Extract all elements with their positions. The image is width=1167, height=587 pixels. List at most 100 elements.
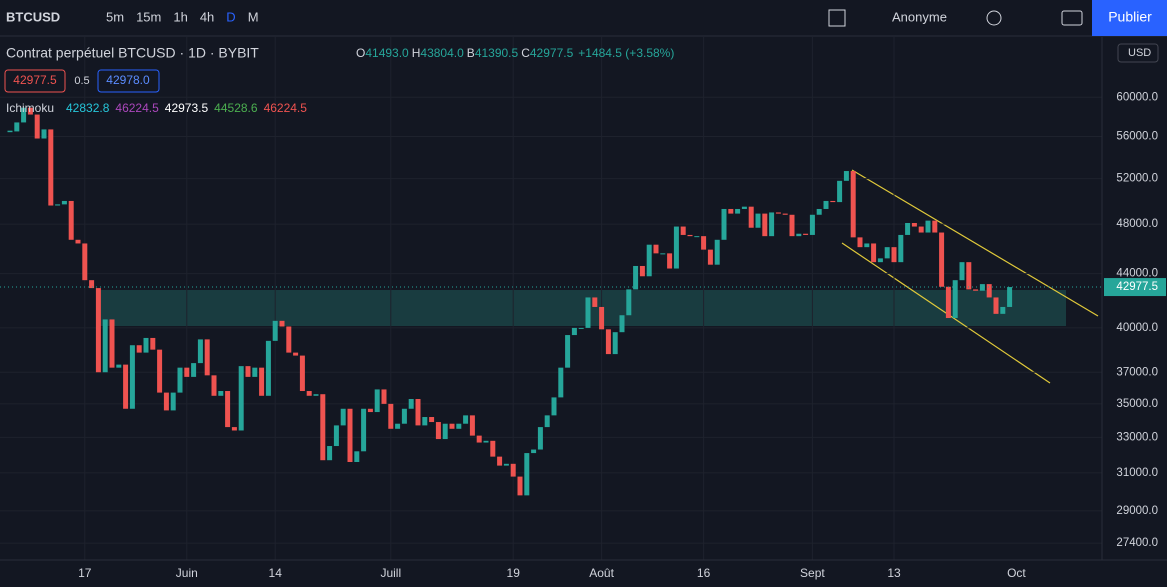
camera-icon[interactable] xyxy=(1061,10,1083,26)
candle xyxy=(299,355,305,392)
candle xyxy=(340,408,346,426)
buy-price[interactable]: 42978.0 xyxy=(106,73,150,87)
candle xyxy=(1000,306,1006,314)
candle xyxy=(252,367,258,377)
ohlc-key: B xyxy=(467,46,475,60)
symbol[interactable]: BTCUSD xyxy=(6,9,60,24)
candle xyxy=(898,234,904,263)
candle xyxy=(755,213,761,228)
candle xyxy=(639,265,645,277)
candle xyxy=(728,208,734,214)
candle xyxy=(259,367,265,396)
candle xyxy=(796,233,802,237)
candle xyxy=(476,435,482,443)
candle xyxy=(517,476,523,496)
candle xyxy=(945,286,951,319)
interval[interactable]: 4h xyxy=(200,9,214,24)
candle xyxy=(626,289,632,316)
candle xyxy=(837,180,843,203)
sell-price[interactable]: 42977.5 xyxy=(13,73,57,87)
candle xyxy=(435,422,441,440)
candle xyxy=(843,171,849,181)
candle xyxy=(89,280,95,289)
legend-title: Contrat perpétuel BTCUSD · 1D · BYBIT xyxy=(6,45,259,61)
candle xyxy=(116,364,122,368)
user[interactable]: Anonyme xyxy=(892,9,947,24)
candle xyxy=(245,366,251,377)
candle xyxy=(333,425,339,447)
currency[interactable]: USD xyxy=(1128,47,1151,59)
candle xyxy=(680,226,686,235)
candle xyxy=(401,408,407,424)
currency-box[interactable] xyxy=(1117,43,1159,63)
interval[interactable]: 1h xyxy=(173,9,187,24)
x-tick-label: Sept xyxy=(800,566,825,580)
candle xyxy=(34,114,40,139)
sell-box[interactable] xyxy=(4,69,66,93)
candle xyxy=(653,244,659,254)
candle xyxy=(150,337,156,350)
candle xyxy=(823,200,829,209)
candle xyxy=(918,226,924,233)
candle xyxy=(184,367,190,377)
buy-box[interactable] xyxy=(97,69,160,93)
candle xyxy=(877,258,883,263)
candle xyxy=(993,297,999,314)
candle xyxy=(415,399,421,426)
candle xyxy=(14,122,20,132)
y-tick-label: 29000.0 xyxy=(1116,505,1158,517)
interval[interactable]: M xyxy=(248,9,259,24)
candle xyxy=(27,107,33,115)
candle xyxy=(911,222,917,227)
x-tick-label: Août xyxy=(589,566,614,580)
candle xyxy=(571,327,577,336)
candle xyxy=(762,213,768,237)
ohlc-value: 43804.0 xyxy=(420,46,464,60)
candle xyxy=(565,335,571,368)
candle xyxy=(660,253,666,255)
candle xyxy=(429,417,435,423)
x-tick-label: Juin xyxy=(176,566,198,580)
publish-button[interactable] xyxy=(1092,0,1167,36)
candle xyxy=(129,345,135,409)
candle xyxy=(306,391,312,396)
fullscreen-icon[interactable] xyxy=(828,9,846,27)
candle xyxy=(939,232,945,287)
candle xyxy=(286,326,292,353)
publish-label[interactable]: Publier xyxy=(1108,9,1152,25)
candle xyxy=(905,222,911,235)
candle xyxy=(367,408,373,413)
settings-icon[interactable] xyxy=(986,10,1002,26)
candle xyxy=(102,319,108,373)
candle xyxy=(238,366,244,431)
y-tick-label: 33000.0 xyxy=(1116,431,1158,443)
candle xyxy=(272,320,278,341)
interval[interactable]: D xyxy=(226,9,235,24)
candle xyxy=(68,200,74,240)
candle xyxy=(531,449,537,454)
candle xyxy=(374,389,380,413)
last-price-box xyxy=(1104,278,1166,297)
x-tick-label: 19 xyxy=(507,566,521,580)
x-tick-label: 13 xyxy=(887,566,901,580)
interval[interactable]: 15m xyxy=(136,9,161,24)
candle xyxy=(293,352,299,356)
indicator-value: 42973.5 xyxy=(165,101,209,115)
trend-line xyxy=(851,169,1099,317)
candle xyxy=(497,456,503,466)
candle xyxy=(170,392,176,411)
ohlc-value: 42977.5 xyxy=(530,46,574,60)
indicator-value: 44528.6 xyxy=(214,101,258,115)
candle xyxy=(449,423,455,429)
candle xyxy=(123,364,129,409)
candle xyxy=(850,171,856,238)
candle xyxy=(605,329,611,355)
candle xyxy=(469,415,475,436)
candle xyxy=(320,394,326,461)
candle xyxy=(986,284,992,298)
candle xyxy=(707,249,713,265)
candle xyxy=(109,319,115,368)
interval[interactable]: 5m xyxy=(106,9,124,24)
y-tick-label: 52000.0 xyxy=(1116,173,1158,185)
candle xyxy=(592,297,598,307)
